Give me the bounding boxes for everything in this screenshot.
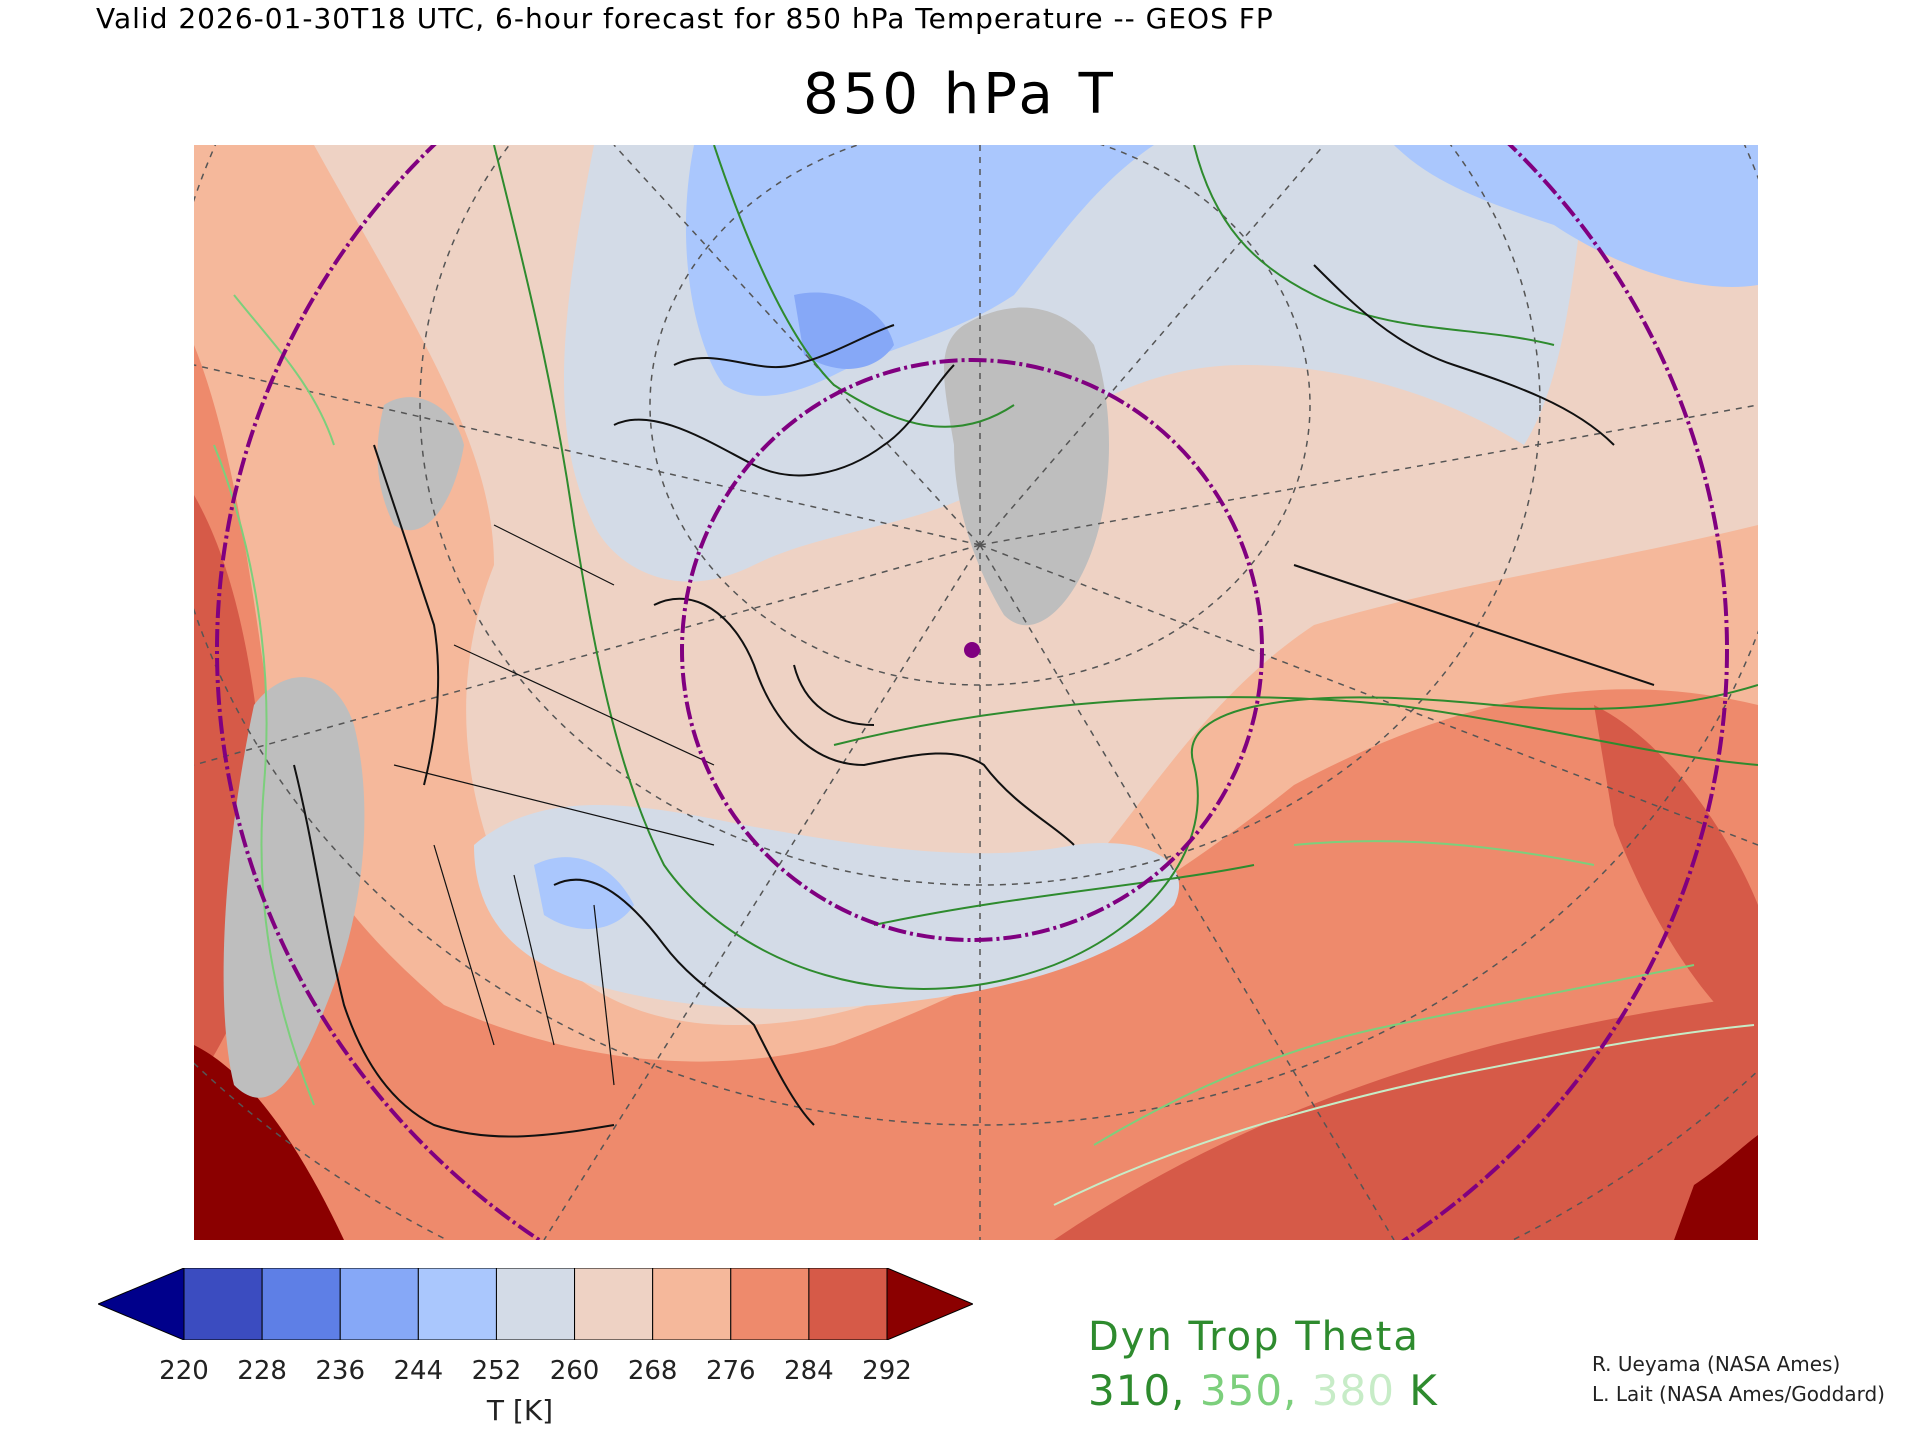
colorbar-bin — [495, 1267, 576, 1341]
field-over-292-se — [1674, 1135, 1758, 1240]
colorbar-bin — [339, 1267, 419, 1341]
credit-line-1: R. Ueyama (NASA Ames) — [1592, 1352, 1841, 1376]
trop-theta-contours — [213, 145, 1758, 1206]
missing-greenland — [944, 307, 1109, 626]
colorbar-bin — [417, 1267, 497, 1341]
colorbar-bin — [261, 1267, 341, 1341]
range-rings — [215, 145, 1729, 1240]
colorbar-over-triangle — [886, 1267, 975, 1341]
missing-rockies-north — [377, 397, 464, 531]
field-over-292 — [194, 1045, 344, 1240]
field-244-252-scand — [1394, 145, 1758, 287]
colorbar-bin — [574, 1267, 654, 1341]
graticule — [194, 145, 1758, 1240]
legend-value-310: 310, — [1088, 1366, 1186, 1415]
inner-range-ring — [680, 358, 1264, 942]
colorbar-tick-label: 228 — [237, 1356, 287, 1386]
colorbar-bin — [808, 1267, 888, 1341]
colorbar-tick-label: 276 — [705, 1356, 756, 1386]
location-marker — [964, 642, 980, 658]
colorbar-tick-label: 284 — [784, 1356, 834, 1386]
field-284-292-east — [1594, 705, 1758, 1045]
colorbar-bin — [730, 1267, 810, 1341]
map-title: 850 hPa T — [803, 62, 1117, 127]
colorbar-tick-label: 252 — [471, 1356, 522, 1386]
colorbar-tick-label: 236 — [315, 1356, 366, 1386]
colorbar-unit-label: T [K] — [486, 1394, 554, 1427]
temperature-colorbar — [96, 1267, 975, 1341]
colorbar-tick-label: 292 — [862, 1356, 912, 1386]
colorbar-tick-label: 268 — [627, 1356, 678, 1386]
missing-rockies — [223, 677, 365, 1098]
colorbar-tick-label: 220 — [159, 1356, 209, 1386]
legend-values: 310, 350, 380 K — [1088, 1366, 1438, 1415]
temperature-map — [194, 145, 1758, 1240]
state-borders — [393, 524, 715, 1086]
legend-value-380: 380 — [1311, 1366, 1395, 1415]
field-236-244 — [794, 292, 894, 369]
colorbar-under-triangle — [96, 1267, 185, 1341]
legend-title: Dyn Trop Theta — [1088, 1314, 1420, 1360]
colorbar-tick-label: 244 — [393, 1356, 444, 1386]
colorbar-bin — [652, 1267, 732, 1341]
outer-range-ring — [215, 145, 1729, 1240]
credit-line-2: L. Lait (NASA Ames/Goddard) — [1592, 1382, 1885, 1406]
legend-value-350: 350, — [1199, 1366, 1298, 1415]
colorbar-bin — [183, 1267, 263, 1341]
field-252-260-south — [474, 805, 1180, 1009]
legend-unit: K — [1409, 1366, 1438, 1415]
field-284-292 — [1054, 995, 1758, 1240]
valid-time-header: Valid 2026-01-30T18 UTC, 6-hour forecast… — [96, 2, 1274, 35]
coastlines — [293, 264, 1655, 1138]
field-244-252-lakes — [534, 857, 634, 929]
colorbar-tick-label: 260 — [549, 1356, 600, 1386]
